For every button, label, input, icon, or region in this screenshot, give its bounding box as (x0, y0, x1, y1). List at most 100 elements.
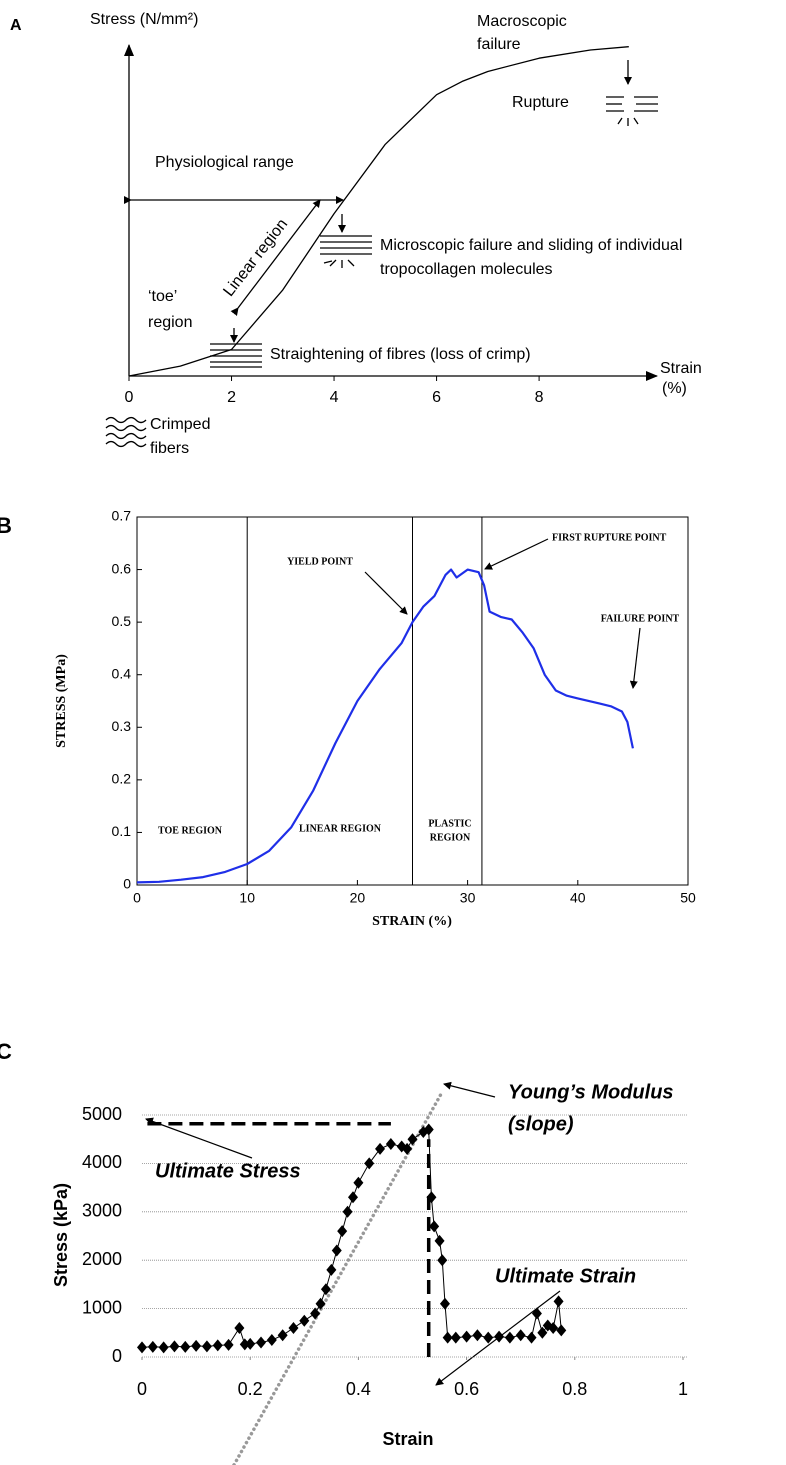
y-tick-label: 0 (112, 1346, 122, 1366)
data-point (147, 1340, 158, 1353)
data-line (136, 568, 634, 884)
linear-arrow (230, 199, 321, 316)
data-point (212, 1339, 223, 1352)
data-point (437, 1254, 448, 1267)
rupture-icon (606, 96, 658, 126)
data-point (531, 1307, 542, 1320)
data-point (461, 1330, 472, 1343)
x-axis-label: (%) (662, 380, 687, 397)
x-tick-label: 0.4 (346, 1379, 371, 1399)
annotation: LINEAR REGION (299, 823, 382, 834)
data-point (288, 1321, 299, 1334)
annotation: (slope) (508, 1113, 574, 1135)
annotation: failure (477, 36, 521, 53)
y-tick-label: 1000 (82, 1297, 122, 1317)
data-point (429, 1220, 440, 1233)
y-tick-label: 0.1 (112, 823, 132, 839)
panel-a-decor (105, 60, 658, 448)
panel-b-decor (364, 538, 641, 689)
data-point (483, 1331, 494, 1344)
data-point (315, 1297, 326, 1310)
data-point (342, 1205, 353, 1218)
annotation-arrow (629, 627, 641, 689)
data-point (337, 1225, 348, 1238)
chart-1: B 0 10 20 30 40 50 0 0.1 0.2 0.3 0.4 0.5 0.6 0.7 TOE RE… (0, 508, 696, 930)
x-axis-label: STRAIN (%) (372, 914, 452, 929)
data-point (223, 1338, 234, 1351)
data-point (407, 1133, 418, 1146)
fibre-icon (210, 343, 262, 368)
crimp-icon (105, 416, 147, 448)
panel-letter: B (0, 513, 12, 538)
x-tick-label: 4 (330, 389, 339, 406)
data-point (326, 1263, 337, 1276)
annotation: Linear region (220, 216, 291, 300)
x-tick-label: 20 (350, 890, 366, 906)
data-point (331, 1244, 342, 1257)
y-tick-label: 0.7 (112, 508, 132, 524)
data-point (256, 1336, 267, 1349)
annotation: TOE REGION (158, 825, 223, 836)
x-tick-label: 30 (460, 890, 476, 906)
annotation: FAILURE POINT (601, 613, 680, 624)
y-tick-label: 0 (123, 876, 131, 892)
data-point (180, 1340, 191, 1353)
annotation: Young’s Modulus (508, 1081, 674, 1103)
x-axis-label: Strain (382, 1429, 433, 1449)
annotation-arrow (364, 571, 408, 615)
annotation-arrow (484, 538, 549, 570)
annotation-arrow (145, 1117, 253, 1159)
data-point (548, 1321, 559, 1334)
data-point (434, 1234, 445, 1247)
y-tick-label: 2000 (82, 1249, 122, 1269)
data-point (353, 1176, 364, 1189)
data-point (450, 1331, 461, 1344)
fibre-icon (320, 235, 372, 268)
data-line (128, 46, 629, 377)
data-point (375, 1142, 386, 1155)
annotation: tropocollagen molecules (380, 261, 553, 278)
x-tick-label: 0 (125, 389, 134, 406)
annotation: PLASTIC (428, 818, 471, 829)
annotation: Ultimate Strain (495, 1265, 636, 1287)
data-point (201, 1340, 212, 1353)
x-tick-label: 0 (133, 890, 141, 906)
x-tick-label: 0 (137, 1379, 147, 1399)
data-point (234, 1321, 245, 1334)
x-tick-label: 0.6 (454, 1379, 479, 1399)
y-axis-label: STRESS (MPa) (54, 654, 69, 748)
panel-letter: C (0, 1039, 12, 1064)
x-tick-label: 0.8 (562, 1379, 587, 1399)
data-point (137, 1341, 147, 1354)
data-point (245, 1337, 256, 1350)
annotation: Crimped (150, 416, 210, 433)
annotation: FIRST RUPTURE POINT (552, 532, 667, 543)
annotation-arrow (443, 1081, 496, 1098)
data-point (494, 1330, 505, 1343)
data-point (239, 1338, 250, 1351)
annotation: region (148, 314, 192, 331)
data-point (191, 1339, 202, 1352)
annotation: Straightening of fibres (loss of crimp) (270, 346, 531, 363)
data-point (423, 1123, 434, 1136)
data-point (515, 1329, 526, 1342)
annotation: Rupture (512, 94, 569, 111)
y-tick-label: 0.3 (112, 718, 132, 734)
annotation: REGION (430, 832, 471, 843)
chart-0: A 0 2 4 6 8 Stress (N/mm²) Strain (%) Macroscopic… (10, 11, 702, 457)
annotation: YIELD POINT (287, 556, 353, 567)
data-point (385, 1138, 396, 1151)
data-point (426, 1191, 437, 1204)
data-point (472, 1329, 483, 1342)
annotation: Ultimate Stress (155, 1160, 301, 1182)
data-point (364, 1157, 375, 1170)
annotation: ‘toe’ (148, 288, 177, 305)
data-point (320, 1283, 331, 1296)
data-point (299, 1314, 310, 1327)
x-tick-label: 2 (227, 389, 236, 406)
data-point (277, 1329, 288, 1342)
y-tick-label: 0.4 (112, 665, 132, 681)
annotation: Macroscopic (477, 13, 567, 30)
data-point (158, 1341, 169, 1354)
y-tick-label: 5000 (82, 1104, 122, 1124)
